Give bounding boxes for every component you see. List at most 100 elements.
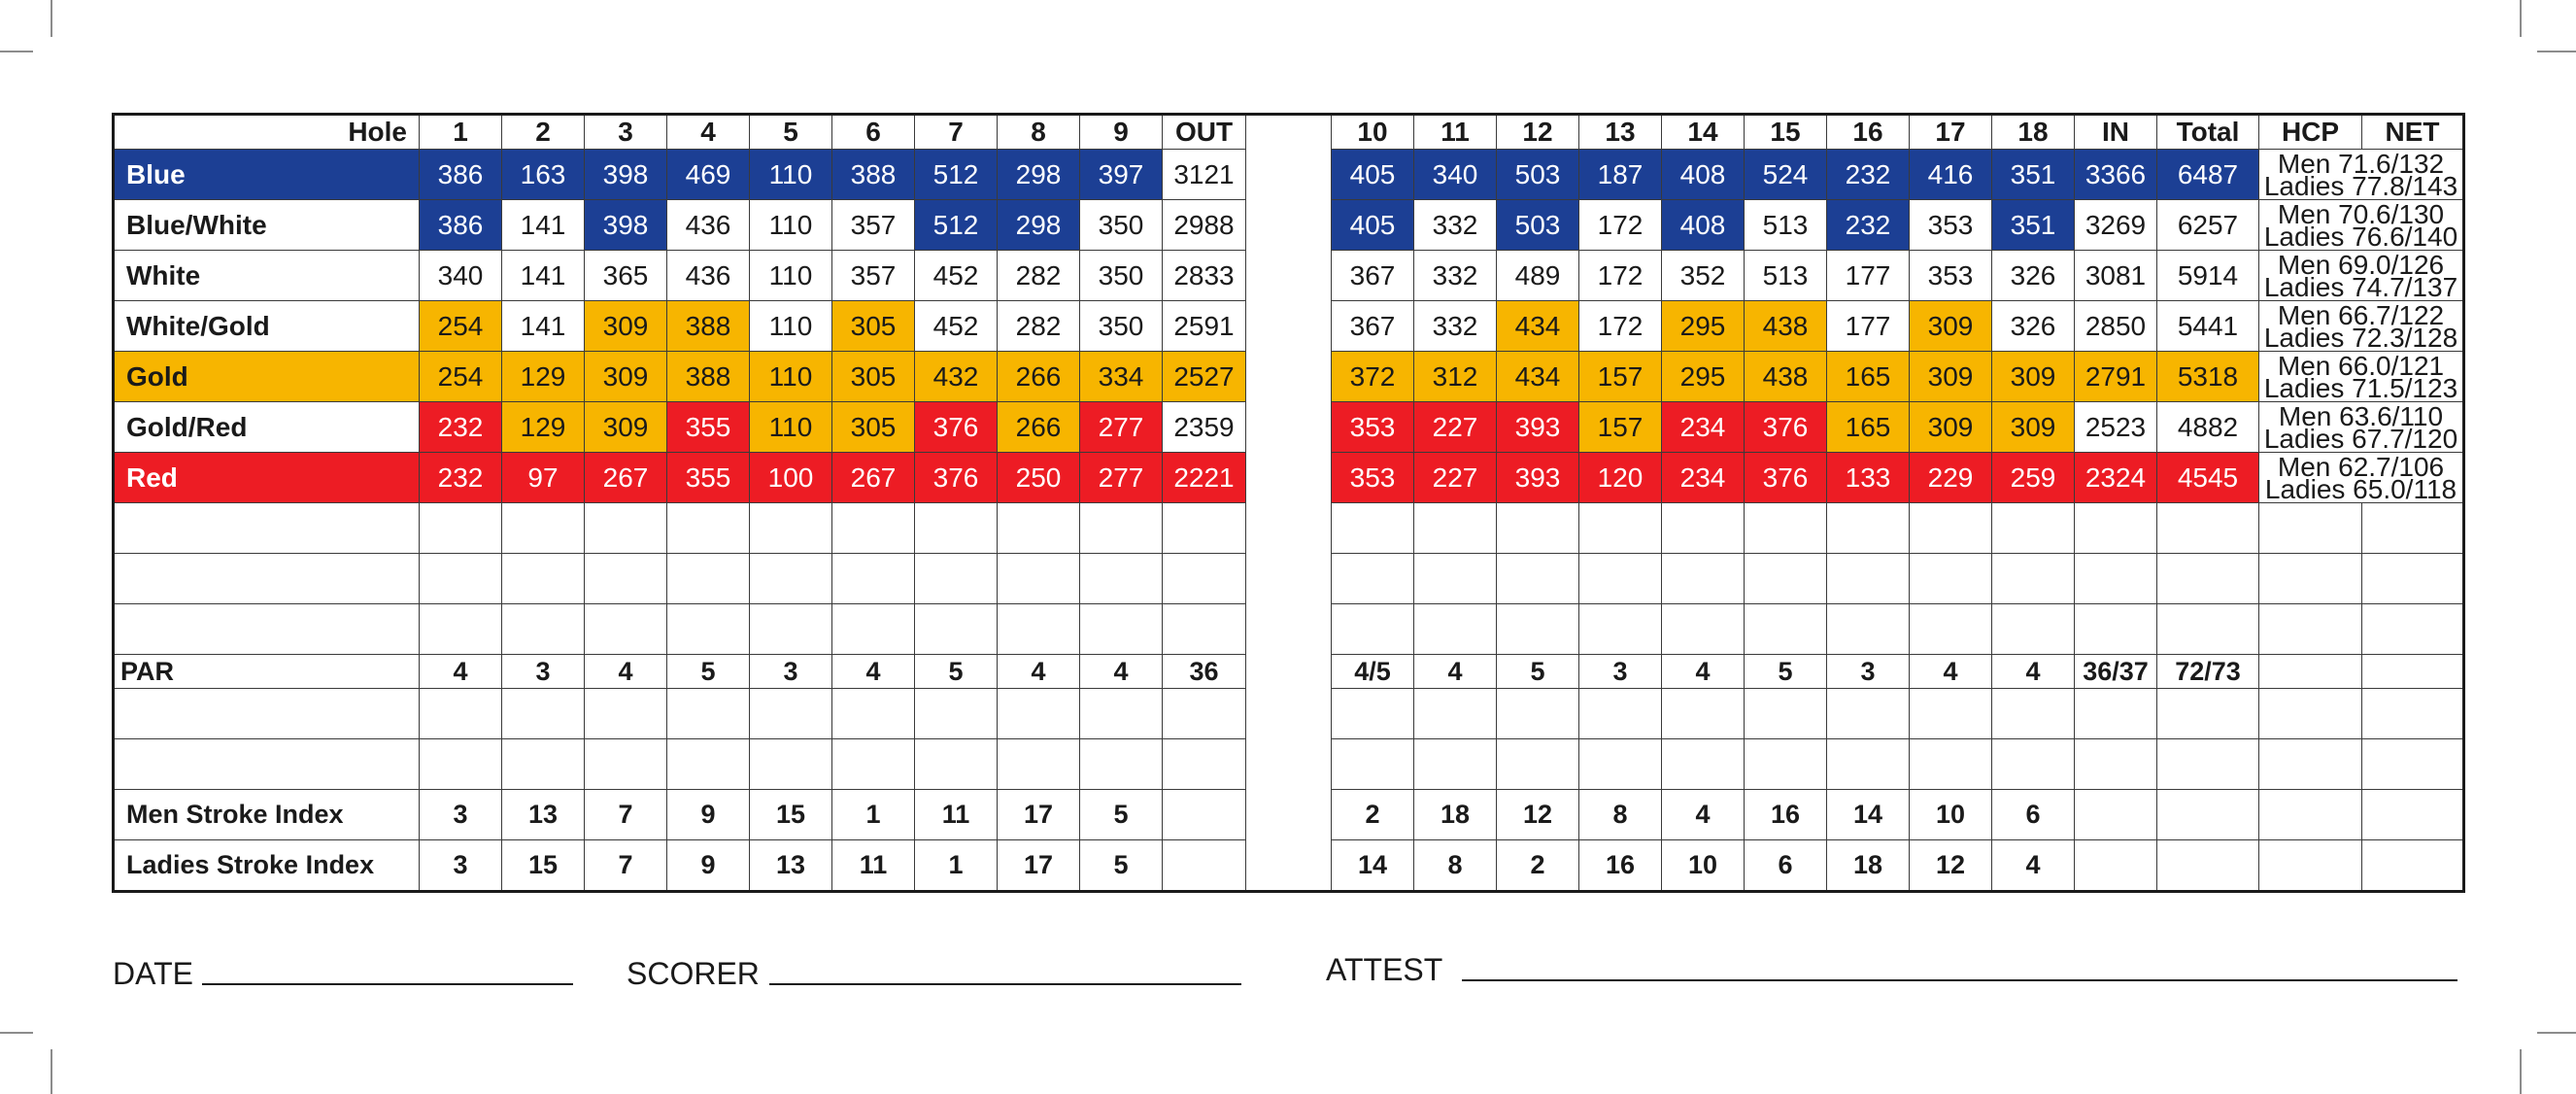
score-entry-cell[interactable] (1331, 688, 1414, 739)
score-entry-cell[interactable] (666, 688, 750, 739)
score-entry-cell[interactable] (1496, 738, 1579, 790)
score-entry-cell[interactable] (1991, 688, 2075, 739)
score-entry-cell[interactable] (1413, 738, 1497, 790)
score-entry-cell[interactable] (1826, 688, 1910, 739)
score-entry-cell[interactable] (914, 553, 998, 604)
score-entry-cell[interactable] (1413, 553, 1497, 604)
score-entry-cell[interactable] (666, 738, 750, 790)
score-entry-cell[interactable] (1578, 502, 1662, 554)
score-entry-cell[interactable] (1331, 553, 1414, 604)
score-entry-cell[interactable] (1744, 502, 1827, 554)
score-entry-cell[interactable] (1991, 603, 2075, 655)
score-entry-cell[interactable] (997, 738, 1080, 790)
hcp-score-cell[interactable] (2258, 654, 2362, 689)
score-entry-cell[interactable] (1496, 688, 1579, 739)
score-entry-cell[interactable] (997, 553, 1080, 604)
score-entry-cell[interactable] (1496, 603, 1579, 655)
score-entry-cell[interactable] (419, 553, 502, 604)
net-score-cell[interactable] (2361, 688, 2464, 739)
score-entry-cell[interactable] (749, 603, 832, 655)
score-entry-cell[interactable] (501, 688, 585, 739)
score-entry-cell[interactable] (749, 688, 832, 739)
score-entry-cell[interactable] (1661, 738, 1745, 790)
score-entry-cell[interactable] (1079, 688, 1163, 739)
score-entry-cell[interactable] (1826, 738, 1910, 790)
score-entry-cell[interactable] (1079, 502, 1163, 554)
score-entry-cell[interactable] (1909, 738, 1992, 790)
score-entry-cell[interactable] (749, 502, 832, 554)
player-name-cell[interactable] (113, 502, 420, 554)
score-entry-cell[interactable] (1413, 603, 1497, 655)
score-entry-cell[interactable] (914, 688, 998, 739)
hcp-score-cell[interactable] (2258, 553, 2362, 604)
score-entry-cell[interactable] (831, 738, 915, 790)
net-score-cell[interactable] (2361, 502, 2464, 554)
score-entry-cell[interactable] (1661, 688, 1745, 739)
score-entry-cell[interactable] (1826, 502, 1910, 554)
score-entry-cell[interactable] (1578, 603, 1662, 655)
score-entry-cell[interactable] (1991, 738, 2075, 790)
score-entry-cell[interactable] (831, 688, 915, 739)
score-entry-cell[interactable] (1909, 603, 1992, 655)
net-score-cell[interactable] (2361, 654, 2464, 689)
in-score-cell[interactable] (2074, 688, 2157, 739)
total-score-cell[interactable] (2156, 688, 2259, 739)
score-entry-cell[interactable] (584, 738, 667, 790)
out-score-cell[interactable] (1162, 738, 1246, 790)
net-score-cell[interactable] (2361, 603, 2464, 655)
score-entry-cell[interactable] (501, 502, 585, 554)
attest-line[interactable] (1462, 979, 2457, 981)
score-entry-cell[interactable] (1331, 738, 1414, 790)
hcp-score-cell[interactable] (2258, 603, 2362, 655)
score-entry-cell[interactable] (501, 553, 585, 604)
score-entry-cell[interactable] (1079, 603, 1163, 655)
score-entry-cell[interactable] (666, 553, 750, 604)
score-entry-cell[interactable] (584, 553, 667, 604)
score-entry-cell[interactable] (501, 603, 585, 655)
out-score-cell[interactable] (1162, 502, 1246, 554)
score-entry-cell[interactable] (1661, 553, 1745, 604)
score-entry-cell[interactable] (1991, 502, 2075, 554)
score-entry-cell[interactable] (1331, 603, 1414, 655)
score-entry-cell[interactable] (1496, 553, 1579, 604)
score-entry-cell[interactable] (749, 553, 832, 604)
score-entry-cell[interactable] (914, 738, 998, 790)
score-entry-cell[interactable] (1826, 603, 1910, 655)
total-score-cell[interactable] (2156, 738, 2259, 790)
score-entry-cell[interactable] (1744, 738, 1827, 790)
score-entry-cell[interactable] (1578, 688, 1662, 739)
score-entry-cell[interactable] (997, 688, 1080, 739)
in-score-cell[interactable] (2074, 553, 2157, 604)
score-entry-cell[interactable] (1578, 738, 1662, 790)
score-entry-cell[interactable] (501, 738, 585, 790)
in-score-cell[interactable] (2074, 603, 2157, 655)
score-entry-cell[interactable] (749, 738, 832, 790)
net-score-cell[interactable] (2361, 553, 2464, 604)
score-entry-cell[interactable] (1496, 502, 1579, 554)
scorer-line[interactable] (769, 983, 1241, 985)
score-entry-cell[interactable] (1578, 553, 1662, 604)
player-name-cell[interactable] (113, 688, 420, 739)
score-entry-cell[interactable] (666, 603, 750, 655)
score-entry-cell[interactable] (831, 502, 915, 554)
score-entry-cell[interactable] (1826, 553, 1910, 604)
score-entry-cell[interactable] (1909, 502, 1992, 554)
score-entry-cell[interactable] (584, 603, 667, 655)
score-entry-cell[interactable] (831, 603, 915, 655)
score-entry-cell[interactable] (1744, 688, 1827, 739)
score-entry-cell[interactable] (419, 603, 502, 655)
out-score-cell[interactable] (1162, 603, 1246, 655)
total-score-cell[interactable] (2156, 502, 2259, 554)
score-entry-cell[interactable] (584, 688, 667, 739)
score-entry-cell[interactable] (1661, 603, 1745, 655)
score-entry-cell[interactable] (914, 502, 998, 554)
total-score-cell[interactable] (2156, 603, 2259, 655)
net-score-cell[interactable] (2361, 738, 2464, 790)
in-score-cell[interactable] (2074, 738, 2157, 790)
score-entry-cell[interactable] (1991, 553, 2075, 604)
score-entry-cell[interactable] (1413, 502, 1497, 554)
out-score-cell[interactable] (1162, 688, 1246, 739)
out-score-cell[interactable] (1162, 553, 1246, 604)
score-entry-cell[interactable] (997, 502, 1080, 554)
score-entry-cell[interactable] (997, 603, 1080, 655)
